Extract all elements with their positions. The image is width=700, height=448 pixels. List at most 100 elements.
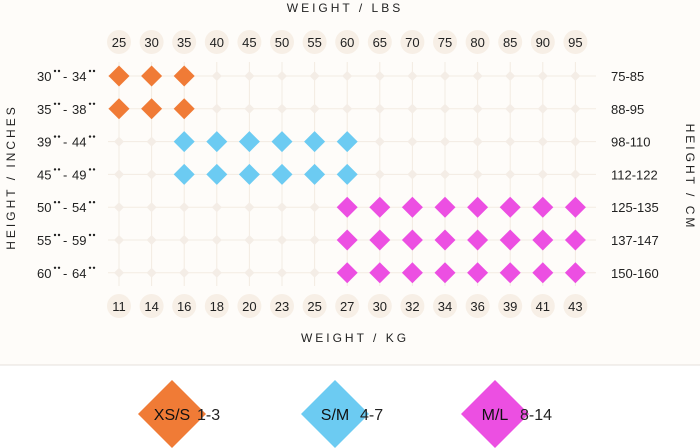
legend-range-label: 4-7 — [360, 407, 383, 424]
inch-mark — [88, 102, 92, 106]
height-cm-label: 112-122 — [611, 167, 658, 182]
empty-cell-marker — [537, 136, 548, 147]
height-inches-dash: - — [63, 266, 67, 281]
size-marker-m-l — [401, 196, 423, 218]
empty-cell-marker — [505, 136, 516, 147]
size-marker-s-m — [173, 131, 195, 153]
empty-cell-marker — [146, 136, 157, 147]
legend-item-s-m: S/M 4-7 — [301, 380, 383, 448]
tick-label-lbs: 30 — [144, 35, 158, 50]
tick-label-lbs: 80 — [470, 35, 484, 50]
size-marker-s-m — [271, 131, 293, 153]
size-marker-m-l — [532, 262, 554, 284]
size-markers — [108, 65, 586, 284]
tick-halo — [107, 30, 131, 54]
empty-cell-marker — [374, 71, 385, 81]
tick-label-lbs: 35 — [177, 35, 191, 50]
size-marker-m-l — [499, 196, 521, 218]
height-inches-label: 39-44 — [37, 135, 96, 150]
bottom-axis-title: WEIGHT / KG — [301, 331, 409, 345]
inch-mark — [57, 168, 61, 171]
size-marker-s-m — [173, 163, 195, 185]
height-inches-from: 39 — [37, 135, 51, 150]
inch-mark — [92, 266, 96, 269]
inch-mark — [57, 135, 61, 138]
height-cm-label: 88-95 — [611, 102, 644, 117]
height-inches-to: 54 — [72, 200, 86, 215]
tick-halo — [563, 30, 588, 54]
height-inches-to: 49 — [72, 167, 86, 182]
size-marker-m-l — [434, 196, 456, 218]
empty-cell-marker — [505, 169, 516, 180]
inch-mark — [53, 69, 57, 73]
empty-cell-marker — [537, 71, 548, 81]
height-inches-dash: - — [63, 167, 67, 182]
legend-size-label: XS/S — [154, 407, 190, 424]
size-marker-s-m — [336, 163, 358, 185]
inch-mark — [53, 233, 57, 237]
legend: XS/S 1-3 S/M 4-7 M/L 8-14 — [138, 380, 552, 448]
height-inches-dash: - — [63, 69, 67, 84]
height-inches-label: 45-49 — [37, 167, 96, 182]
inch-mark — [92, 233, 96, 237]
legend-size-label: M/L — [482, 407, 509, 424]
height-cm-label: 137-147 — [611, 233, 659, 248]
height-inches-from: 50 — [37, 200, 51, 215]
empty-cell-marker — [211, 235, 222, 245]
tick-label-kg: 14 — [144, 299, 158, 314]
legend-item-m-l: M/L 8-14 — [461, 380, 552, 448]
empty-cell-marker — [146, 235, 157, 245]
legend-diamond — [301, 380, 369, 448]
tick-label-kg: 36 — [470, 299, 484, 314]
inch-mark — [57, 201, 61, 204]
empty-cell-marker — [146, 267, 157, 278]
size-marker-s-m — [304, 163, 326, 185]
size-marker-m-l — [434, 262, 456, 284]
tick-label-lbs: 95 — [568, 35, 582, 50]
tick-label-kg: 23 — [275, 299, 289, 314]
empty-cell-marker — [309, 267, 320, 278]
inch-mark — [92, 102, 96, 106]
tick-halo — [204, 30, 229, 54]
empty-cell-marker — [244, 235, 255, 245]
inch-mark — [57, 102, 61, 106]
tick-label-lbs: 90 — [536, 35, 550, 50]
empty-cell-marker — [244, 267, 255, 278]
inch-mark — [53, 266, 57, 269]
empty-cell-marker — [114, 202, 124, 213]
tick-halo — [367, 30, 392, 54]
tick-halo — [139, 294, 164, 318]
tick-halo — [204, 294, 229, 318]
empty-cell-marker — [440, 136, 450, 147]
height-inches-from: 55 — [37, 233, 51, 248]
tick-halo — [367, 294, 392, 318]
empty-cell-marker — [309, 235, 320, 245]
tick-label-lbs: 60 — [340, 35, 354, 50]
inch-mark — [57, 69, 61, 73]
tick-halo — [107, 294, 131, 318]
legend-item-xs-s: XS/S 1-3 — [138, 380, 220, 448]
empty-cell-marker — [277, 235, 287, 245]
tick-label-kg: 43 — [568, 299, 582, 314]
empty-cell-marker — [472, 169, 483, 180]
empty-cell-marker — [277, 202, 287, 213]
tick-label-lbs: 50 — [275, 35, 289, 50]
tick-halo — [335, 30, 360, 54]
inch-mark — [57, 266, 61, 269]
tick-halo — [302, 294, 327, 318]
size-marker-m-l — [499, 229, 521, 251]
empty-cell-marker — [440, 103, 450, 114]
size-marker-m-l — [401, 262, 423, 284]
size-marker-m-l — [369, 229, 391, 251]
size-marker-m-l — [564, 229, 586, 251]
height-inches-to: 64 — [72, 266, 86, 281]
size-marker-m-l — [564, 262, 586, 284]
empty-cell-marker — [179, 267, 190, 278]
tick-halo — [498, 294, 523, 318]
tick-halo — [465, 294, 490, 318]
size-marker-xs-s — [173, 65, 195, 87]
inch-mark — [92, 69, 96, 73]
inch-mark — [53, 102, 57, 106]
tick-halo — [172, 30, 197, 54]
